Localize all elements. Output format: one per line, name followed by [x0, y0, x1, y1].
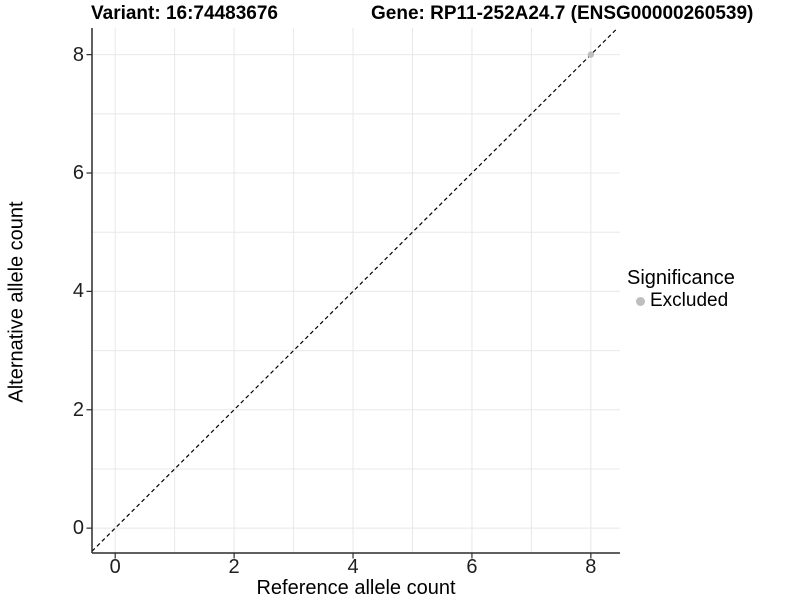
x-tick-label: 2: [228, 556, 240, 578]
legend-item-excluded: Excluded: [627, 290, 735, 312]
x-tick-label: 6: [466, 556, 478, 578]
x-axis-title: Reference allele count: [256, 577, 456, 599]
identity-line: [91, 27, 619, 552]
legend-title: Significance: [627, 267, 735, 289]
x-tick-label: 8: [585, 556, 597, 578]
gene-title: Gene: RP11-252A24.7 (ENSG00000260539): [371, 3, 754, 24]
y-tick-label: 0: [72, 517, 84, 540]
x-tick-label: 4: [347, 556, 359, 578]
y-axis-title: Alternative allele count: [5, 201, 28, 403]
excluded-point-icon: [636, 296, 645, 306]
legend: Significance Excluded: [627, 266, 735, 312]
variant-title: Variant: 16:74483676: [91, 3, 278, 24]
y-tick-label: 2: [72, 398, 84, 421]
x-tick-label: 0: [109, 556, 121, 578]
y-tick-label: 4: [72, 280, 84, 303]
y-tick-label: 6: [72, 162, 84, 184]
y-tick-label: 8: [72, 43, 84, 66]
legend-item-label: Excluded: [650, 290, 729, 311]
data-point: [587, 51, 595, 58]
